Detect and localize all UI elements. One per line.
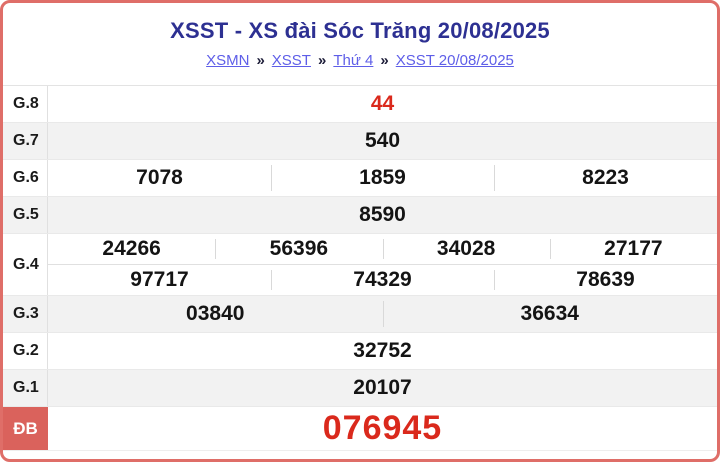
result-header: XSST - XS đài Sóc Trăng 20/08/2025 XSMN »… — [3, 3, 717, 85]
prize-number: 32752 — [353, 339, 412, 362]
prize-number: 56396 — [215, 234, 382, 264]
prize-number: 34028 — [382, 234, 550, 264]
prize-number: 7078 — [136, 166, 183, 189]
prize-number: 540 — [364, 129, 401, 152]
prize-number: 1859 — [271, 160, 494, 196]
special-prize-number: 076945 — [322, 409, 443, 447]
page-title: XSST - XS đài Sóc Trăng 20/08/2025 — [170, 18, 550, 43]
breadcrumb-link-draw-date[interactable]: XSST 20/08/2025 — [395, 52, 514, 69]
prize-label: G.7 — [3, 123, 48, 159]
table-row-special-prize: ĐB 076945 — [3, 407, 717, 451]
prize-number: 20107 — [353, 376, 412, 399]
prize-number: 78639 — [494, 265, 717, 295]
breadcrumb-separator: » — [380, 52, 389, 69]
prize-number: 97717 — [130, 268, 189, 291]
table-row-g3: G.3 03840 36634 — [3, 296, 717, 333]
breadcrumb-separator: » — [317, 52, 327, 69]
prize-number: 24266 — [102, 237, 161, 260]
prize-number: 27177 — [549, 234, 717, 264]
prize-number: 8590 — [359, 203, 406, 226]
table-row-g5: G.5 8590 — [3, 197, 717, 234]
prize-number: 44 — [370, 92, 395, 115]
prize-label: G.1 — [3, 370, 48, 406]
prize-number: 03840 — [186, 302, 245, 325]
breadcrumb-link-weekday[interactable]: Thứ 4 — [333, 52, 374, 69]
table-row-g8: G.8 44 — [3, 86, 717, 123]
breadcrumb: XSMN » XSST » Thứ 4 » XSST 20/08/2025 — [3, 52, 717, 69]
table-row-g2: G.2 32752 — [3, 333, 717, 370]
prize-number: 8223 — [494, 160, 717, 196]
prize-number: 36634 — [382, 296, 718, 332]
prize-label: G.3 — [3, 296, 48, 332]
table-row-g1: G.1 20107 — [3, 370, 717, 407]
special-prize-label: ĐB — [3, 407, 48, 450]
prize-label: G.2 — [3, 333, 48, 369]
breadcrumb-link-xsst[interactable]: XSST — [271, 52, 311, 69]
prize-label: G.4 — [3, 234, 48, 295]
breadcrumb-link-xsmn[interactable]: XSMN — [206, 52, 250, 69]
table-row-g6: G.6 7078 1859 8223 — [3, 160, 717, 197]
breadcrumb-separator: » — [256, 52, 265, 69]
prize-label: G.8 — [3, 86, 48, 122]
table-row-g7: G.7 540 — [3, 123, 717, 160]
prize-label: G.5 — [3, 197, 48, 233]
table-row-g4: G.4 24266 56396 34028 27177 97717 74329 … — [3, 234, 717, 296]
results-table: G.8 44 G.7 540 G.6 7078 1859 8223 G.5 85… — [3, 85, 717, 451]
prize-number: 74329 — [271, 265, 494, 295]
prize-label: G.6 — [3, 160, 48, 196]
